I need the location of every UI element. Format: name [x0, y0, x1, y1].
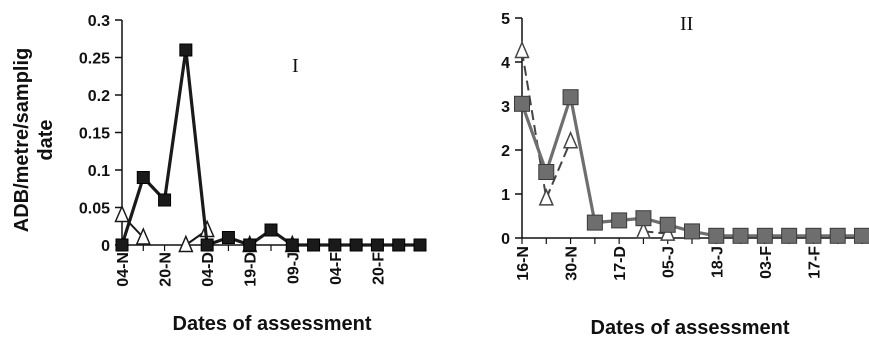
series-line-segment — [545, 140, 572, 199]
y-tick-label: 0.15 — [79, 126, 110, 143]
data-point-square — [307, 238, 321, 252]
data-point-square — [349, 238, 363, 252]
data-point-triangle — [114, 204, 130, 223]
x-axis-title-i: Dates of assessment — [173, 313, 372, 335]
series-line-segment — [520, 103, 548, 173]
data-point-triangle — [538, 188, 554, 206]
y-tick-label: 0.05 — [79, 201, 110, 218]
y-tick-label: 5 — [501, 11, 510, 28]
data-point-square — [392, 238, 406, 252]
y-tick-label: 0.3 — [88, 13, 110, 30]
x-axis-title-ii: Dates of assessment — [591, 317, 790, 339]
data-point-square — [514, 95, 530, 112]
series-line-segment — [120, 177, 145, 246]
y-tick-label: 3 — [501, 99, 510, 116]
data-point-square — [136, 171, 150, 184]
y-tick-label: 4 — [501, 55, 510, 72]
x-tick-label: 09-J — [285, 252, 302, 284]
data-point-square — [732, 227, 749, 244]
y-tick-label: 0.25 — [79, 51, 110, 68]
y-tick-label: 1 — [501, 187, 510, 204]
x-tick-label: 17-F — [806, 246, 823, 279]
data-point-square — [413, 238, 427, 252]
y-tick-label: 0 — [101, 238, 110, 255]
data-point-triangle — [562, 130, 579, 149]
y-tick-label: 0.1 — [88, 163, 110, 180]
x-tick-label: 03-F — [758, 246, 775, 279]
data-point-square — [781, 227, 798, 244]
panel-label-i: I — [292, 55, 299, 77]
data-point-square — [264, 223, 278, 237]
data-point-square — [684, 223, 700, 240]
x-tick-label: 04-N — [115, 252, 132, 287]
panel-ii: II Dates of assessment 0 1 2 3 4 5 16-N 30-N 17-… — [501, 11, 869, 339]
y-axis-title-line-1: ADB/metre/samplig — [11, 48, 33, 233]
data-point-square — [328, 238, 342, 252]
data-point-square — [370, 238, 384, 252]
series-line-segment — [569, 96, 597, 223]
x-tick-label: 04-D — [200, 252, 217, 287]
data-point-square — [805, 227, 822, 244]
x-tick-label: 17-D — [612, 246, 629, 281]
data-point-square — [659, 216, 676, 233]
data-point-triangle — [178, 234, 194, 253]
series-line-segment — [162, 49, 188, 201]
data-point-square — [243, 238, 257, 252]
data-point-square — [221, 231, 235, 244]
y-tick-label: 0 — [501, 231, 510, 248]
series-line-segment — [544, 96, 573, 173]
x-tick-label: 05-J — [661, 246, 678, 278]
data-point-square — [708, 227, 725, 244]
data-point-triangle — [635, 221, 652, 239]
x-tick-label: 18-J — [709, 246, 726, 278]
data-point-square — [756, 227, 773, 244]
x-tick-label: 30-N — [564, 246, 581, 281]
y-tick-label: 2 — [501, 143, 510, 160]
x-tick-label: 04-F — [328, 252, 345, 285]
data-point-square — [586, 214, 603, 231]
data-point-square — [829, 227, 846, 244]
data-point-square — [538, 164, 555, 180]
data-point-square — [158, 193, 172, 207]
data-point-square — [179, 43, 193, 57]
y-axis-title-line-2: date — [35, 119, 57, 160]
data-point-square — [285, 238, 299, 252]
panel-i: I ADB/metre/samplig date Dates of assess… — [11, 13, 427, 335]
data-point-square — [611, 212, 628, 229]
data-point-square — [854, 227, 869, 244]
panel-label-ii: II — [680, 13, 693, 35]
series-line-segment — [184, 49, 209, 246]
data-point-square — [200, 238, 214, 252]
data-point-square — [635, 210, 652, 227]
x-tick-label: 20-F — [370, 252, 387, 285]
y-tick-label: 0.2 — [88, 88, 110, 105]
data-point-square — [562, 89, 579, 106]
x-tick-label: 20-N — [158, 252, 175, 287]
x-tick-label: 19-D — [243, 252, 260, 287]
x-tick-label: 16-N — [515, 246, 532, 281]
data-point-triangle — [514, 40, 530, 59]
data-point-square — [115, 238, 129, 252]
data-point-triangle — [135, 227, 151, 245]
